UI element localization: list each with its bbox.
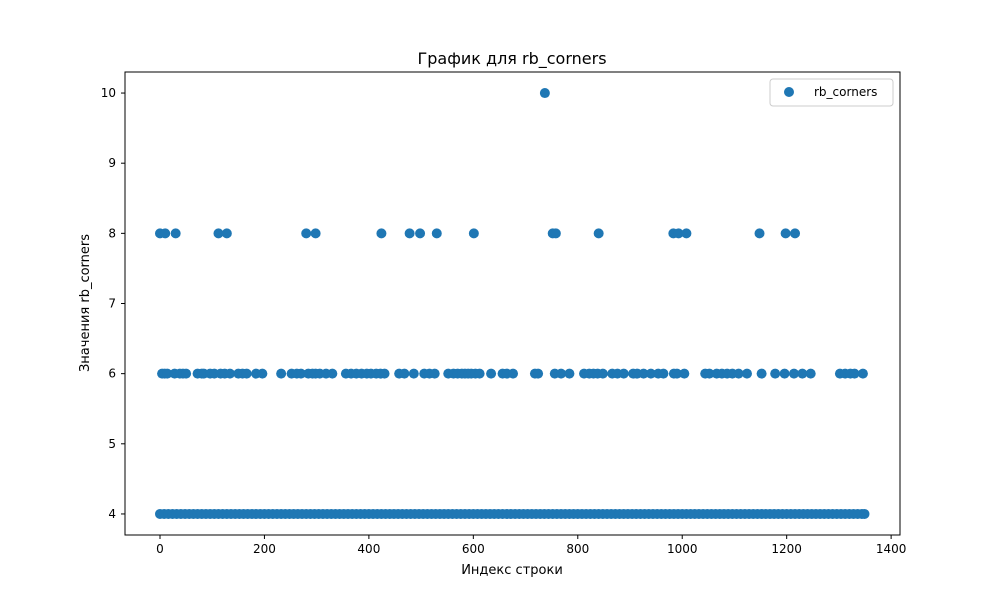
data-point: [221, 228, 232, 239]
data-point: [564, 368, 575, 379]
x-tick-label: 600: [462, 542, 485, 556]
y-axis-label: Значения rb_corners: [78, 234, 93, 372]
data-point: [593, 228, 604, 239]
data-point: [295, 368, 306, 379]
data-point: [672, 368, 683, 379]
x-axis-label: Индекс строки: [461, 563, 563, 578]
data-point: [224, 368, 235, 379]
data-point: [486, 368, 497, 379]
data-point: [162, 368, 173, 379]
data-point: [780, 228, 791, 239]
data-point: [770, 368, 781, 379]
data-point: [733, 368, 744, 379]
y-tick-label: 4: [108, 507, 116, 521]
data-point: [638, 368, 649, 379]
y-tick-label: 8: [108, 226, 116, 240]
data-point: [241, 368, 252, 379]
data-point: [468, 228, 479, 239]
data-point: [550, 228, 561, 239]
data-point: [673, 228, 684, 239]
data-point: [408, 368, 419, 379]
data-point: [327, 368, 338, 379]
data-point: [658, 368, 669, 379]
data-point: [213, 228, 224, 239]
y-tick-label: 5: [108, 437, 116, 451]
data-point: [679, 368, 690, 379]
data-point: [788, 368, 799, 379]
legend-marker: [784, 87, 794, 97]
data-point: [257, 368, 268, 379]
data-point: [539, 88, 550, 99]
data-point: [301, 228, 312, 239]
data-point: [276, 368, 287, 379]
legend-label: rb_corners: [814, 85, 877, 99]
data-points: [154, 88, 870, 519]
data-point: [857, 368, 868, 379]
data-point: [597, 368, 608, 379]
data-point: [474, 368, 485, 379]
data-point: [533, 368, 544, 379]
data-point: [797, 368, 808, 379]
data-point: [805, 368, 816, 379]
y-tick-label: 7: [108, 297, 116, 311]
x-tick-label: 200: [253, 542, 276, 556]
data-point: [790, 228, 801, 239]
x-tick-label: 1400: [876, 542, 907, 556]
x-tick-label: 800: [566, 542, 589, 556]
y-tick-label: 10: [101, 86, 116, 100]
x-tick-label: 1200: [771, 542, 802, 556]
data-point: [556, 368, 567, 379]
data-point: [754, 228, 765, 239]
x-tick-label: 0: [156, 542, 164, 556]
data-point: [704, 368, 715, 379]
data-point: [779, 368, 790, 379]
y-tick-label: 6: [108, 367, 116, 381]
data-point: [376, 228, 387, 239]
y-tick-label: 9: [108, 156, 116, 170]
chart-title: График для rb_corners: [417, 49, 606, 69]
data-point: [399, 368, 410, 379]
data-point: [508, 368, 519, 379]
legend-box: [769, 78, 894, 107]
data-point: [741, 368, 752, 379]
data-point: [160, 228, 171, 239]
data-point: [645, 368, 656, 379]
data-point: [429, 368, 440, 379]
data-point: [849, 368, 860, 379]
data-point: [415, 228, 426, 239]
data-point: [404, 228, 415, 239]
x-tick-label: 1000: [667, 542, 698, 556]
data-point: [859, 508, 870, 519]
plot-area-frame: [124, 71, 901, 536]
data-point: [170, 228, 181, 239]
data-point: [181, 368, 192, 379]
data-point: [379, 368, 390, 379]
x-tick-label: 400: [357, 542, 380, 556]
axis-ticks: 0 200 400 600 800 1000 1200 1400 4 5 6 7 8 9 10: [101, 86, 907, 556]
legend: rb_corners: [769, 78, 894, 107]
data-point: [618, 368, 629, 379]
data-point: [310, 228, 321, 239]
data-point: [681, 228, 692, 239]
data-point: [756, 368, 767, 379]
data-point: [431, 228, 442, 239]
